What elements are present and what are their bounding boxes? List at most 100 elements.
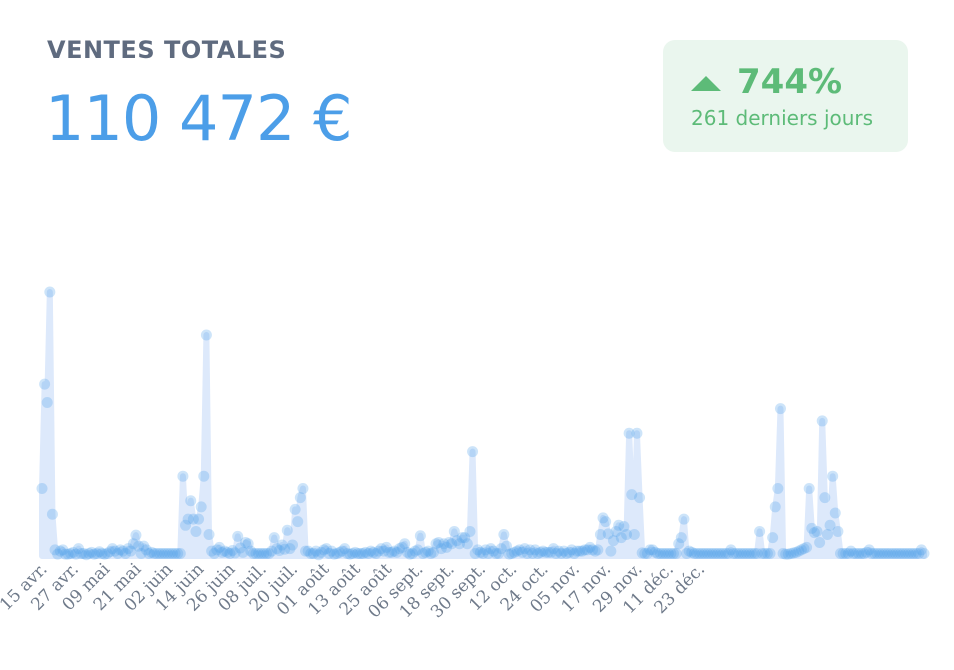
data-point[interactable] [151,548,163,560]
data-point[interactable] [555,548,567,560]
data-point[interactable] [203,529,215,541]
data-point[interactable] [887,548,899,560]
data-point[interactable] [451,535,463,547]
data-point[interactable] [365,545,377,557]
data-point[interactable] [660,548,672,560]
data-point[interactable] [271,543,283,555]
data-point[interactable] [733,548,745,560]
data-point[interactable] [383,546,395,558]
data-point[interactable] [500,540,512,552]
data-point[interactable] [93,546,105,558]
data-point[interactable] [576,545,588,557]
data-point[interactable] [769,501,781,513]
data-point[interactable] [208,548,220,560]
data-point[interactable] [237,546,249,558]
data-point[interactable] [871,548,883,560]
data-point[interactable] [897,548,909,560]
data-point[interactable] [563,546,575,558]
data-point[interactable] [469,548,481,560]
data-point[interactable] [140,544,152,556]
data-point[interactable] [422,545,434,557]
data-point[interactable] [143,548,155,560]
data-point[interactable] [868,548,880,560]
data-point[interactable] [673,538,685,550]
data-point[interactable] [741,548,753,560]
data-point[interactable] [610,525,622,537]
data-point[interactable] [895,548,907,560]
data-point[interactable] [459,532,471,544]
data-point[interactable] [754,525,766,537]
data-point[interactable] [793,545,805,557]
data-point[interactable] [743,548,755,560]
data-point[interactable] [814,536,826,548]
data-point[interactable] [101,548,113,560]
data-point[interactable] [375,543,387,555]
data-point[interactable] [310,545,322,557]
data-point[interactable] [566,544,578,556]
data-point[interactable] [725,544,737,556]
data-point[interactable] [336,545,348,557]
data-point[interactable] [169,548,181,560]
data-point[interactable] [759,548,771,560]
data-point[interactable] [67,546,79,558]
data-point[interactable] [268,532,280,544]
data-point[interactable] [842,548,854,560]
data-point[interactable] [845,545,857,557]
data-point[interactable] [226,544,238,556]
data-point[interactable] [908,548,920,560]
data-point[interactable] [545,546,557,558]
data-point[interactable] [477,548,489,560]
data-point[interactable] [333,546,345,558]
data-point[interactable] [615,532,627,544]
data-point[interactable] [623,427,635,439]
data-point[interactable] [104,546,116,558]
data-point[interactable] [190,525,202,537]
data-point[interactable] [788,547,800,559]
data-point[interactable] [493,548,505,560]
data-point[interactable] [524,544,536,556]
data-point[interactable] [756,548,768,560]
data-point[interactable] [821,529,833,541]
data-point[interactable] [464,525,476,537]
data-point[interactable] [712,548,724,560]
data-point[interactable] [75,548,87,560]
data-point[interactable] [266,545,278,557]
data-point[interactable] [798,543,810,555]
data-point[interactable] [540,546,552,558]
data-point[interactable] [709,548,721,560]
data-point[interactable] [772,482,784,494]
data-point[interactable] [503,548,515,560]
data-point[interactable] [279,543,291,555]
data-point[interactable] [767,532,779,544]
data-point[interactable] [362,548,374,560]
data-point[interactable] [59,548,71,560]
data-point[interactable] [83,548,95,560]
data-point[interactable] [602,528,614,540]
data-point[interactable] [631,427,643,439]
data-point[interactable] [508,546,520,558]
data-point[interactable] [112,548,124,560]
data-point[interactable] [185,495,197,507]
data-point[interactable] [211,544,223,556]
data-point[interactable] [344,548,356,560]
data-point[interactable] [326,545,338,557]
data-point[interactable] [735,548,747,560]
data-point[interactable] [187,513,199,525]
data-point[interactable] [628,529,640,541]
data-point[interactable] [657,548,669,560]
data-point[interactable] [506,548,518,560]
data-point[interactable] [511,545,523,557]
data-point[interactable] [313,549,325,561]
data-point[interactable] [519,543,531,555]
data-point[interactable] [626,489,638,501]
data-point[interactable] [461,538,473,550]
data-point[interactable] [182,513,194,525]
data-point[interactable] [665,548,677,560]
data-point[interactable] [527,548,539,560]
data-point[interactable] [198,470,210,482]
data-point[interactable] [39,378,51,390]
data-point[interactable] [855,548,867,560]
data-point[interactable] [561,548,572,560]
data-point[interactable] [352,548,364,560]
data-point[interactable] [339,543,351,555]
